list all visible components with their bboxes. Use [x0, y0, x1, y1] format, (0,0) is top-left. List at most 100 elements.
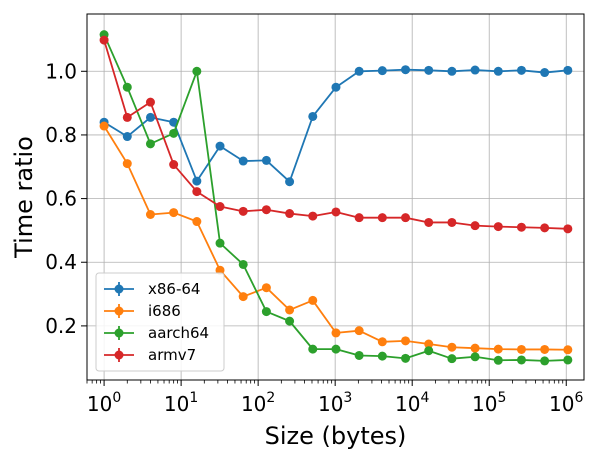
- data-point: [447, 66, 457, 76]
- legend-label: x86-64: [148, 280, 200, 298]
- data-point: [516, 222, 526, 232]
- data-point: [377, 337, 387, 347]
- data-point: [563, 65, 573, 75]
- y-axis-label: Time ratio: [10, 136, 38, 259]
- data-point: [215, 238, 225, 248]
- data-point: [122, 82, 132, 92]
- data-point: [145, 112, 155, 122]
- series-armv7: [99, 35, 573, 234]
- data-point: [424, 217, 434, 227]
- data-point: [401, 65, 411, 75]
- data-point: [563, 345, 573, 355]
- data-point: [215, 202, 225, 212]
- data-point: [470, 352, 480, 362]
- data-point: [354, 213, 364, 223]
- x-tick-label: 102: [241, 390, 275, 416]
- data-point: [447, 217, 457, 227]
- legend-item: armv7: [104, 346, 196, 364]
- data-point: [261, 283, 271, 293]
- data-point: [401, 213, 411, 223]
- data-point: [331, 82, 341, 92]
- data-point: [215, 265, 225, 275]
- data-point: [401, 353, 411, 363]
- data-point: [331, 328, 341, 338]
- data-point: [540, 356, 550, 366]
- data-point: [285, 316, 295, 326]
- data-point: [238, 156, 248, 166]
- data-point: [308, 211, 318, 221]
- data-point: [192, 176, 202, 186]
- data-point: [122, 159, 132, 169]
- y-tick-label: 0.8: [45, 123, 77, 147]
- data-point: [447, 354, 457, 364]
- data-point: [563, 355, 573, 365]
- legend-item: x86-64: [104, 280, 200, 298]
- data-point: [122, 112, 132, 122]
- x-tick-label: 105: [472, 390, 506, 416]
- data-point: [470, 65, 480, 75]
- axes: 100 101 102 103 104 105 106 0.2 0.4 0.6 0.8 1.0: [45, 59, 583, 416]
- y-tick-label: 0.2: [45, 314, 77, 338]
- data-point: [261, 205, 271, 215]
- data-point: [424, 339, 434, 349]
- data-point: [192, 187, 202, 197]
- y-tick-label: 0.6: [45, 187, 77, 211]
- data-point: [169, 128, 179, 138]
- data-point: [540, 68, 550, 78]
- data-point: [261, 155, 271, 165]
- data-point: [354, 350, 364, 360]
- data-point: [99, 121, 109, 131]
- data-point: [169, 160, 179, 170]
- x-tick-label: 100: [87, 390, 121, 416]
- data-point: [540, 223, 550, 233]
- data-point: [261, 307, 271, 317]
- data-point: [308, 295, 318, 305]
- data-point: [540, 344, 550, 354]
- data-point: [377, 213, 387, 223]
- legend-marker: [114, 328, 124, 338]
- data-point: [331, 344, 341, 354]
- data-point: [377, 66, 387, 76]
- data-point: [516, 355, 526, 365]
- data-point: [169, 117, 179, 127]
- data-point: [122, 132, 132, 142]
- data-point: [331, 207, 341, 217]
- data-point: [516, 344, 526, 354]
- x-tick-label: 103: [318, 390, 352, 416]
- data-point: [424, 346, 434, 356]
- data-point: [192, 217, 202, 227]
- legend-label: armv7: [148, 346, 196, 364]
- x-axis-label: Size (bytes): [265, 422, 407, 450]
- series-x86-64: [99, 65, 573, 187]
- y-tick-label: 0.4: [45, 250, 77, 274]
- data-point: [145, 210, 155, 220]
- data-point: [238, 206, 248, 216]
- data-point: [308, 344, 318, 354]
- data-point: [401, 336, 411, 346]
- data-point: [563, 224, 573, 234]
- legend-marker: [114, 306, 124, 316]
- minor-ticks: [86, 380, 564, 384]
- data-point: [493, 355, 503, 365]
- x-tick-label: 106: [549, 390, 583, 416]
- data-point: [377, 351, 387, 361]
- legend-item: aarch64: [104, 324, 209, 342]
- data-point: [285, 209, 295, 219]
- data-point: [493, 344, 503, 354]
- data-point: [354, 66, 364, 76]
- x-tick-label: 101: [164, 390, 198, 416]
- legend-item: i686: [104, 302, 181, 320]
- series-layer: [99, 30, 573, 366]
- data-point: [215, 141, 225, 151]
- data-point: [493, 66, 503, 76]
- data-point: [285, 177, 295, 187]
- series-i686: [99, 121, 573, 355]
- data-point: [447, 342, 457, 352]
- legend-marker: [114, 284, 124, 294]
- x-tick-label: 104: [395, 390, 429, 416]
- data-point: [285, 305, 295, 315]
- data-point: [145, 97, 155, 107]
- data-point: [238, 259, 248, 269]
